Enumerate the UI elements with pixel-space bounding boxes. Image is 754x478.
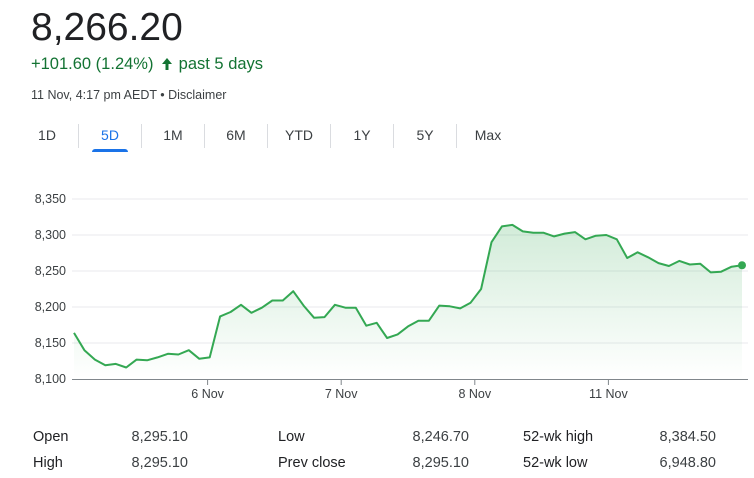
stat-value: 8,295.10 (131, 429, 188, 445)
stat-label: Prev close (278, 455, 346, 471)
disclaimer-link[interactable]: Disclaimer (168, 88, 227, 102)
tab-divider (267, 124, 268, 148)
y-tick-label: 8,150 (35, 336, 66, 350)
y-tick-label: 8,250 (35, 264, 66, 278)
price-area-fill (74, 224, 742, 379)
stat-value: 8,295.10 (412, 455, 469, 471)
tab-divider (456, 124, 457, 148)
stat-label: 52-wk low (523, 455, 588, 471)
y-tick-label: 8,300 (35, 228, 66, 242)
tab-5d[interactable]: 5D (79, 120, 141, 152)
tab-5y[interactable]: 5Y (416, 127, 434, 143)
stat-label: High (33, 455, 63, 471)
stat-label: 52-wk high (523, 429, 594, 445)
price-change: +101.60 (1.24%) past 5 days (31, 55, 263, 76)
tab-ytd[interactable]: YTD (285, 127, 313, 143)
tab-1y[interactable]: 1Y (353, 127, 371, 143)
tab-divider (204, 124, 205, 148)
current-price: 8,266.20 (31, 6, 183, 49)
tab-1m[interactable]: 1M (163, 127, 183, 143)
tab-6m[interactable]: 6M (226, 127, 246, 143)
arrow-up-icon (161, 57, 173, 76)
y-tick-label: 8,350 (35, 192, 66, 206)
tab-divider (330, 124, 331, 148)
stat-value: 8,246.70 (412, 429, 469, 445)
x-tick-label: 6 Nov (191, 387, 224, 401)
stat-label: Open (33, 429, 69, 445)
y-tick-label: 8,100 (35, 372, 66, 386)
tab-divider (393, 124, 394, 148)
tab-1d[interactable]: 1D (38, 127, 56, 143)
price-chart[interactable]: 8,100 8,150 8,200 8,250 8,300 8,350 6 Nov 7 No… (0, 185, 754, 410)
tab-max[interactable]: Max (474, 127, 502, 143)
timestamp: 11 Nov, 4:17 pm AEDT (31, 88, 157, 102)
x-tick-label: 11 Nov (589, 387, 628, 401)
x-tick-label: 7 Nov (325, 387, 358, 401)
change-period: past 5 days (178, 55, 264, 73)
price-line (73, 223, 743, 369)
tab-divider (141, 124, 142, 148)
stat-label: Low (278, 429, 305, 445)
last-price-point (738, 261, 746, 270)
range-tabs: 1D 5D 1M 6M YTD 1Y 5Y Max (16, 120, 536, 154)
quote-meta: 11 Nov, 4:17 pm AEDT • Disclaimer (31, 88, 226, 102)
key-stats: Open 8,295.10 Low 8,246.70 52-wk high 8,… (0, 424, 754, 476)
meta-separator: • (156, 88, 169, 102)
x-tick-label: 8 Nov (458, 387, 491, 401)
stat-value: 8,295.10 (131, 455, 188, 471)
y-tick-label: 8,200 (35, 300, 66, 314)
stat-value: 8,384.50 (659, 429, 716, 445)
stat-value: 6,948.80 (659, 455, 716, 471)
change-value: +101.60 (1.24%) (31, 55, 154, 73)
